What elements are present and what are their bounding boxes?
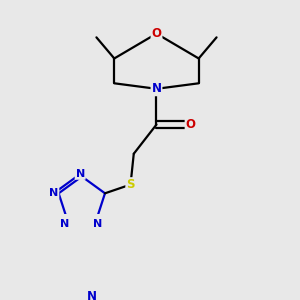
Text: O: O	[186, 118, 196, 131]
Text: N: N	[76, 169, 85, 179]
Text: N: N	[49, 188, 58, 198]
Text: S: S	[126, 178, 135, 191]
Text: N: N	[152, 82, 161, 95]
Text: O: O	[152, 27, 161, 40]
Text: N: N	[87, 290, 97, 300]
Text: N: N	[60, 219, 70, 229]
Text: N: N	[93, 219, 102, 229]
